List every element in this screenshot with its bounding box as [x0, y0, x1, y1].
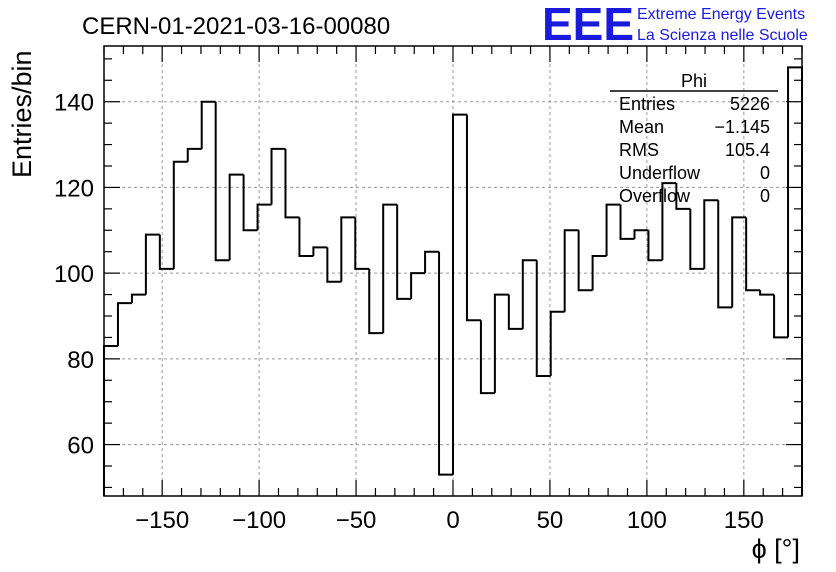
histogram-bin-12	[270, 147, 286, 205]
histogram-bin-41	[675, 183, 691, 210]
histogram-bin-15	[312, 246, 328, 256]
y-tick-label-1: 80	[67, 347, 94, 374]
histogram-bin-49	[787, 66, 803, 496]
histogram-bin-17	[340, 216, 356, 282]
x-axis-label: ϕ [°]	[752, 534, 800, 564]
histogram-bin-24	[438, 251, 453, 476]
x-tick-label-3: 0	[446, 507, 459, 534]
histogram-bin-46	[745, 217, 761, 292]
x-tick-label-4: 50	[537, 507, 564, 534]
brand-line-2: La Scienza nelle Scuole	[637, 27, 808, 44]
x-tick-label-2: −50	[336, 507, 377, 534]
histogram-bin-29	[507, 294, 523, 330]
stats-value-rms: 105.4	[725, 140, 770, 160]
run-title: CERN-01-2021-03-16-00080	[82, 13, 390, 40]
brand-line-1: Extreme Energy Events	[637, 6, 805, 23]
histogram-bin-28	[493, 293, 509, 394]
histogram-bin-44	[717, 200, 733, 309]
histogram-bin-18	[354, 217, 370, 270]
stats-label-mean: Mean	[619, 117, 664, 137]
histogram-bin-34	[577, 230, 593, 292]
histogram-bin-35	[591, 255, 607, 291]
histogram-bin-3	[144, 233, 160, 295]
histogram-bin-4	[158, 234, 174, 270]
histogram-bin-42	[689, 208, 705, 270]
histogram-bin-39	[647, 230, 663, 262]
histogram-bin-30	[521, 259, 537, 329]
histogram-bin-5	[172, 160, 188, 269]
histogram-bin-0	[103, 345, 118, 496]
histogram-bin-20	[382, 203, 398, 334]
histogram-bin-27	[479, 320, 495, 395]
y-axis-label: Entries/bin	[7, 50, 37, 178]
y-tick-label-2: 100	[54, 261, 94, 288]
histogram-bin-1	[116, 302, 132, 346]
histogram-bin-36	[605, 203, 621, 256]
histogram-bin-33	[563, 229, 579, 312]
histogram-bin-23	[424, 250, 440, 274]
x-tick-label-1: −100	[232, 507, 286, 534]
histogram-bin-10	[242, 174, 258, 232]
stats-label-overflow: Overflow	[619, 186, 691, 206]
histogram-bin-43	[703, 199, 719, 269]
histogram-bin-48	[773, 294, 789, 339]
histogram-bins	[103, 66, 803, 496]
histogram-bin-40	[661, 182, 677, 261]
y-tick-label-4: 140	[54, 90, 94, 117]
stats-value-overflow: 0	[760, 186, 770, 206]
histogram-bin-8	[214, 101, 230, 262]
histogram-bin-7	[200, 100, 216, 149]
stats-label-rms: RMS	[619, 140, 659, 160]
histogram-bin-9	[228, 173, 244, 261]
x-tick-label-6: 150	[724, 507, 764, 534]
stats-label-underflow: Underflow	[619, 163, 701, 183]
histogram-bin-16	[326, 247, 342, 283]
histogram-bin-25	[452, 113, 467, 475]
stats-label-entries: Entries	[619, 94, 675, 114]
histogram-bin-11	[256, 203, 272, 231]
histogram-bin-38	[633, 229, 649, 239]
stats-value-entries: 5226	[730, 94, 770, 114]
x-tick-label-0: −150	[135, 507, 189, 534]
x-tick-label-5: 100	[627, 507, 667, 534]
histogram-bin-37	[619, 204, 635, 240]
histogram-bin-14	[298, 217, 314, 257]
y-tick-label-0: 60	[67, 433, 94, 460]
histogram-bin-13	[284, 148, 300, 219]
axes: −150 −100 −50 0 50 100 150 60 80 100 120 140	[54, 45, 803, 534]
y-tick-label-3: 120	[54, 175, 94, 202]
stats-box: Phi Entries 5226 Mean −1.145 RMS 105.4 Underfl…	[610, 71, 778, 206]
histogram-bin-45	[731, 216, 747, 308]
stats-value-underflow: 0	[760, 163, 770, 183]
histogram-bin-26	[465, 114, 481, 322]
histogram-bin-22	[410, 272, 426, 299]
histogram-bin-31	[535, 260, 551, 377]
histogram-bin-19	[368, 268, 384, 335]
eee-logo: EEE	[542, 0, 634, 50]
histogram-bin-2	[130, 293, 146, 304]
stats-value-mean: −1.145	[714, 117, 770, 137]
stats-title: Phi	[681, 71, 707, 91]
histogram-bin-32	[549, 310, 565, 376]
histogram-bin-6	[186, 147, 202, 162]
histogram-bin-21	[396, 204, 412, 300]
histogram-bin-47	[759, 290, 775, 296]
